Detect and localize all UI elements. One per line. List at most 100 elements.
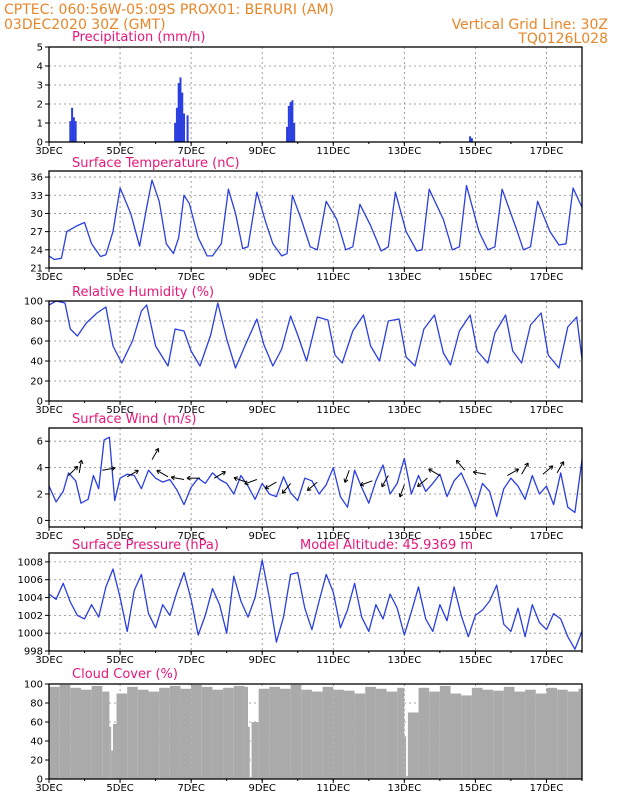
precip-bar — [291, 100, 294, 142]
wind-arrow — [68, 465, 79, 476]
header: CPTEC: 060:56W-05:09S PROX01: BERURI (AM… — [4, 2, 608, 47]
pressure-ytick-label: 1004 — [18, 593, 43, 604]
cloud-cover-bar — [137, 689, 149, 779]
cloud-cover-bar — [418, 687, 430, 779]
precip-bar — [72, 117, 75, 142]
precip-xtick-label: 15DEC — [459, 146, 493, 157]
cloud-cover-bar — [247, 726, 250, 779]
cloud-cover-bar — [249, 777, 252, 779]
cloud-xtick-label: 11DEC — [316, 783, 350, 794]
wind-arrow-head — [343, 478, 346, 483]
cloud-cover-bar — [127, 686, 138, 779]
precip-title: Precipitation (mm/h) — [72, 30, 205, 45]
cloud-xtick-label: 3DEC — [35, 783, 62, 794]
cloud-cover-bar — [386, 691, 398, 779]
wind-arrow-head — [170, 476, 175, 481]
wind-arrow-head — [524, 462, 529, 466]
pressure-xtick-label: 13DEC — [387, 655, 421, 666]
wind-frame — [48, 427, 583, 528]
wind-arrow-shaft — [473, 471, 487, 475]
wind-arrow — [78, 459, 84, 473]
cloud-cover-bar — [269, 686, 280, 779]
cloud-cover-bar — [578, 688, 582, 779]
wind-arrow — [281, 483, 292, 494]
temp-ytick-label: 36 — [30, 173, 43, 184]
rh-ytick-label: 40 — [30, 357, 43, 368]
wind-arrow — [455, 459, 466, 471]
cloud-cover-bar — [525, 689, 536, 779]
wind-xtick-label: 11DEC — [316, 531, 350, 542]
temp-xtick-label: 3DEC — [35, 272, 62, 283]
rh-frame — [48, 300, 583, 402]
wind-arrow-shaft — [344, 470, 350, 483]
cloud-cover-bar — [301, 689, 312, 779]
wind-arrow-shaft — [399, 484, 405, 498]
wind-arrow-head — [416, 482, 420, 487]
cloud-ytick-label: 0 — [37, 775, 43, 786]
precip-bar — [470, 138, 473, 142]
pressure-ytick-label: 1002 — [18, 611, 43, 622]
wind-ytick-label: 4 — [37, 463, 43, 474]
rh-ytick-label: 0 — [37, 397, 43, 408]
header-grid-note: Vertical Grid Line: 30Z — [452, 17, 608, 33]
cloud-cover-bar — [535, 693, 547, 779]
precip-bar — [289, 102, 292, 142]
cloud-ytick-label: 60 — [30, 718, 43, 729]
pressure-series-line — [48, 559, 583, 650]
temp-xtick-label: 5DEC — [106, 272, 133, 283]
wind-arrow-head — [156, 470, 160, 475]
cloud-ytick-label: 80 — [30, 699, 43, 710]
wind-arrow — [542, 465, 554, 475]
precip-bar — [469, 136, 472, 142]
precip-bar — [69, 121, 72, 142]
precip-bar — [175, 107, 178, 142]
cloud-cover-bar — [493, 690, 504, 779]
wind-arrow-shaft — [381, 475, 389, 488]
wind-arrow — [381, 475, 389, 488]
rh-xtick-label: 7DEC — [177, 405, 204, 416]
pressure-ytick-label: 1006 — [18, 575, 43, 586]
cloud-cover-bar — [201, 686, 213, 779]
pressure-xtick-label: 9DEC — [249, 655, 276, 666]
cloud-cover-bar — [180, 688, 192, 779]
cloud-cover-bar — [471, 687, 483, 779]
pressure-ytick-label: 1000 — [18, 629, 43, 640]
wind-arrow-head — [244, 480, 248, 485]
wind-arrow — [151, 447, 160, 460]
cloud-cover-bar — [244, 686, 248, 779]
wind-arrow-shaft — [213, 471, 226, 479]
wind-arrow-head — [186, 477, 191, 481]
cloud-cover-bar — [354, 693, 366, 779]
cloud-cover-bar — [212, 689, 224, 779]
wind-arrow — [359, 480, 373, 487]
precip-bar — [179, 77, 182, 142]
wind-arrow-shaft — [151, 448, 159, 460]
cloud-ytick-label: 20 — [30, 756, 43, 767]
cloud-cover-bar — [112, 723, 117, 779]
wind-arrow-head — [73, 465, 78, 468]
precip-xtick-label: 3DEC — [35, 146, 62, 157]
precip-bar — [181, 92, 184, 142]
wind-arrow-head — [136, 470, 139, 475]
precip-ytick-label: 2 — [37, 100, 43, 111]
wind-arrow-head — [551, 465, 554, 470]
rh-ytick-label: 80 — [30, 317, 43, 328]
rh-panel: Relative Humidity (%) 0 20 40 60 80 100 3DEC 5DE… — [24, 285, 583, 416]
cloud-cover-bar — [557, 689, 568, 779]
precip-bar — [177, 83, 180, 142]
pressure-title: Surface Pressure (hPa) — [72, 538, 219, 553]
rh-xtick-label: 3DEC — [35, 405, 62, 416]
temp-panel: Surface Temperature (nC) 21 24 27 30 33 36 3DEC… — [30, 156, 583, 283]
rh-series-line — [48, 300, 583, 369]
wind-arrow-head — [76, 466, 79, 471]
precip-xtick-label: 13DEC — [387, 146, 421, 157]
wind-arrow-shaft — [542, 465, 554, 475]
wind-arrow-shaft — [306, 481, 318, 491]
wind-xtick-label: 3DEC — [35, 531, 62, 542]
wind-arrow-shaft — [171, 476, 185, 480]
wind-arrow-head — [111, 466, 116, 469]
wind-arrow-head — [154, 447, 159, 451]
cloud-xtick-label: 9DEC — [249, 783, 276, 794]
cloud-cover-bar — [109, 726, 112, 779]
pressure-xtick-label: 3DEC — [35, 655, 62, 666]
